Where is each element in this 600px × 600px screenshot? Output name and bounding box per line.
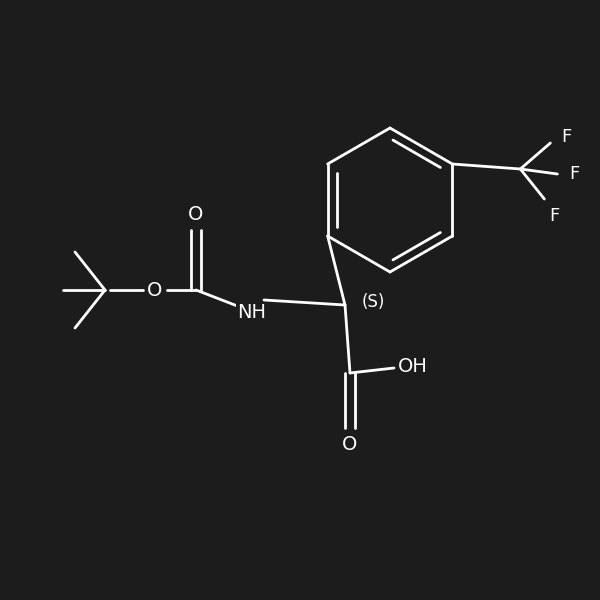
Text: O: O [343, 434, 358, 454]
Text: OH: OH [398, 356, 428, 376]
Text: (S): (S) [361, 293, 385, 311]
Text: O: O [188, 205, 203, 223]
Text: F: F [561, 128, 571, 146]
Text: NH: NH [238, 304, 266, 323]
Text: F: F [569, 165, 580, 183]
Text: F: F [549, 207, 559, 225]
Text: O: O [148, 280, 163, 299]
